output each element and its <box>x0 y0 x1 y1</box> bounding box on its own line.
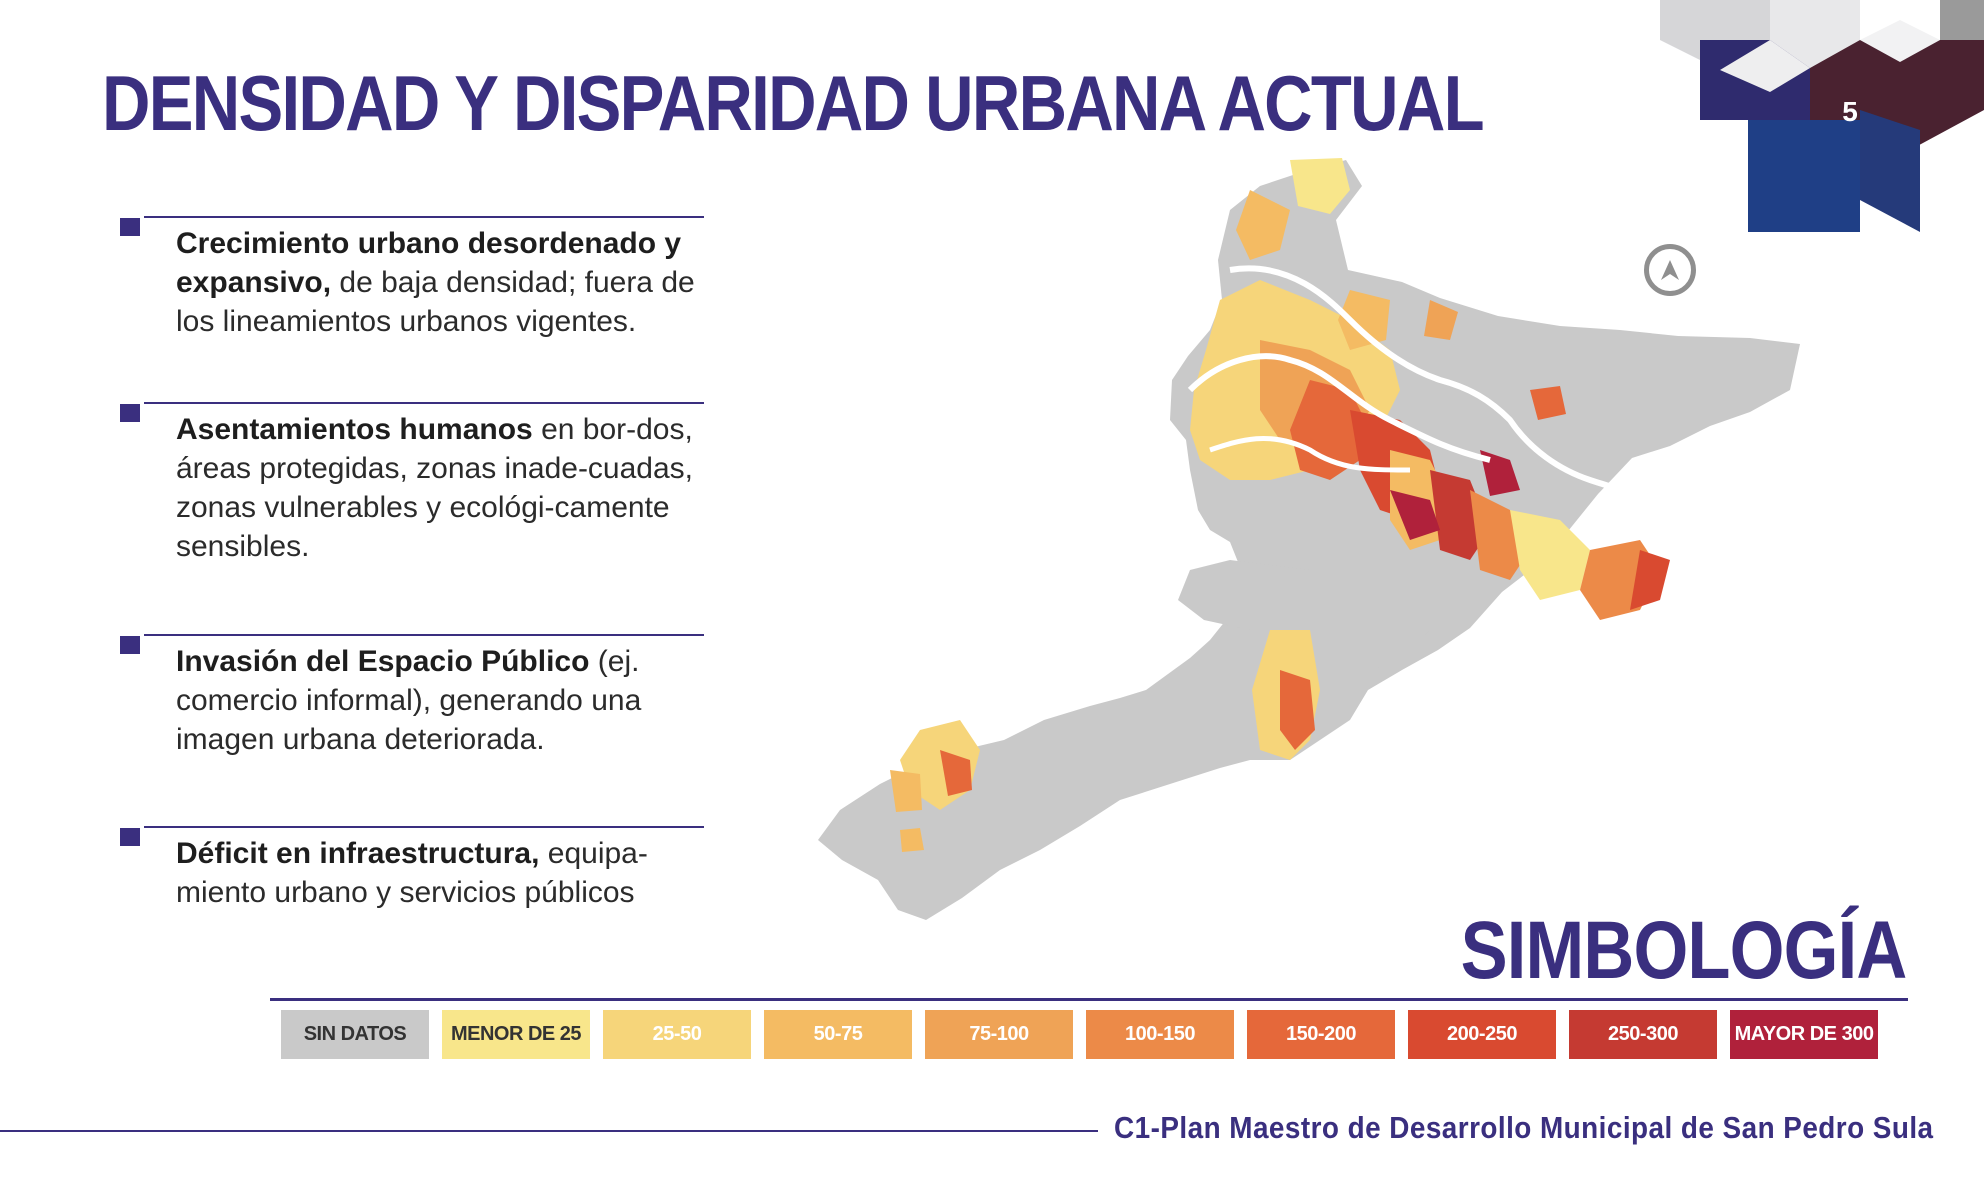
legend: SIN DATOS MENOR DE 25 25-50 50-75 75-100… <box>281 1010 1891 1060</box>
map-road <box>1209 436 1411 473</box>
map-lowland-area <box>1178 560 1430 670</box>
bullet-text: Crecimiento urbano desordenado y expansi… <box>176 227 695 338</box>
legend-swatch: 50-75 <box>764 1010 912 1059</box>
density-map <box>818 158 1800 920</box>
bullet-square <box>120 404 140 422</box>
corner-decoration <box>1660 0 1984 232</box>
legend-swatch: MAYOR DE 300 <box>1730 1010 1878 1059</box>
bullet-square <box>120 828 140 846</box>
bullet-square <box>120 636 140 654</box>
footer-text: C1-Plan Maestro de Desarrollo Municipal … <box>1114 1110 1934 1145</box>
bullet-square <box>120 218 140 236</box>
bullet-rule <box>144 402 704 404</box>
legend-swatch: SIN DATOS <box>281 1010 429 1059</box>
footer-rule <box>0 1130 1098 1132</box>
bullet-text: Asentamientos humanos en bor-dos, áreas … <box>176 413 694 563</box>
legend-swatch: MENOR DE 25 <box>442 1010 590 1059</box>
legend-rule <box>270 998 1908 1001</box>
bullet-rule <box>144 216 704 218</box>
legend-swatch: 250-300 <box>1569 1010 1717 1059</box>
map-base-area <box>818 160 1800 920</box>
legend-swatch: 100-150 <box>1086 1010 1234 1059</box>
bullet-text: Déficit en infraestructura, equipa-mient… <box>176 837 648 909</box>
bullet-rule <box>144 634 704 636</box>
legend-title: SIMBOLOGÍA <box>1460 905 1907 996</box>
map-road <box>1229 265 1692 493</box>
page-title: DENSIDAD Y DISPARIDAD URBANA ACTUAL <box>102 59 1485 147</box>
bullet-text: Invasión del Espacio Público (ej. comerc… <box>176 645 642 756</box>
legend-swatch: 150-200 <box>1247 1010 1395 1059</box>
legend-swatch: 200-250 <box>1408 1010 1556 1059</box>
north-arrow-icon <box>1644 244 1696 296</box>
bullet-rule <box>144 826 704 828</box>
density-blocks <box>890 158 1670 852</box>
map-road <box>1187 353 1491 463</box>
legend-swatch: 75-100 <box>925 1010 1073 1059</box>
page-number: 5 <box>1842 96 1858 127</box>
legend-swatch: 25-50 <box>603 1010 751 1059</box>
